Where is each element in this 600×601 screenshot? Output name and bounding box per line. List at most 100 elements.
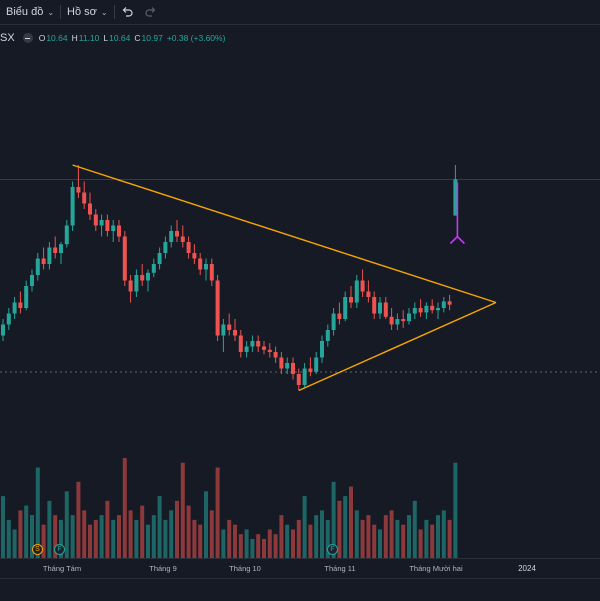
volume-bar [233,524,237,558]
minus-icon [25,37,31,39]
split-event-marker[interactable]: S [32,544,43,555]
redo-button[interactable] [139,0,163,24]
chart-menu-label: Biểu đồ [6,6,44,18]
volume-bar [354,510,359,558]
candle-body [244,346,249,352]
volume-bar [24,505,29,558]
candle-body [111,225,116,231]
candle-body [6,313,11,325]
volume-bar [308,524,313,558]
candle-body [209,264,214,281]
candle-body [215,280,220,336]
candle-body [383,302,388,317]
close-key: C [134,33,141,43]
bottom-bar [0,578,600,601]
chevron-down-icon: ⌄ [47,7,55,17]
volume-bar [209,510,214,558]
volume-bar [412,500,417,558]
symbol-name[interactable]: SX [0,32,15,44]
volume-bar [47,500,52,558]
volume-bar [337,500,342,558]
volume-bar [453,462,458,558]
candle-body [343,297,348,319]
axis-label-october: Tháng 10 [229,564,261,573]
volume-bar [447,519,452,558]
candle-body [122,236,127,281]
volume-bar [128,510,133,558]
candle-body [105,220,110,231]
volume-bar [331,481,336,558]
open-value: 10.64 [46,33,68,43]
financial-event-marker[interactable]: F [327,544,338,555]
collapse-legend-button[interactable] [22,33,33,43]
volume-bar [35,467,40,558]
volume-bar [256,534,261,558]
volume-bar [349,486,353,558]
candle-body [169,231,174,242]
volume-bar [343,496,348,558]
candle-body [314,357,319,372]
candle-body [395,319,400,325]
volume-bar [175,500,179,558]
axis-label-august: Tháng Tám [42,564,82,573]
volume-bar [163,519,168,558]
profile-menu-button[interactable]: Hồ sơ ⌄ [61,0,114,24]
top-toolbar: Biểu đồ ⌄ Hồ sơ ⌄ [0,0,600,25]
axis-label-september: Tháng 9 [149,564,177,573]
candle-body [146,272,150,281]
volume-bar [250,538,255,558]
volume-bar [192,519,197,558]
chart-menu-button[interactable]: Biểu đồ ⌄ [0,0,60,24]
volume-bar [221,529,226,558]
low-value: 10.64 [109,33,131,43]
volume-bar [372,524,377,558]
candle-body [41,258,46,264]
candle-body [378,302,382,314]
undo-button[interactable] [115,0,139,24]
candle-body [198,258,203,270]
volume-bar [204,491,208,558]
time-axis[interactable]: Tháng Tám Tháng 9 Tháng 10 Tháng 11 Thán… [0,558,600,579]
candle-body [204,264,208,270]
candle-body [279,357,284,369]
candle-body [1,324,5,336]
candle-body [134,275,139,292]
volume-bar [325,519,330,558]
volume-bar [273,534,278,558]
volume-bar [320,510,324,558]
candle-body [221,324,226,336]
candle-body [430,305,435,311]
volume-bar [244,529,249,558]
candle-body [117,225,121,237]
financial-event-marker[interactable]: F [54,544,65,555]
candle-body [389,316,394,325]
volume-bar [53,515,58,558]
candle-body [18,302,23,308]
volume-bar [18,510,23,558]
price-chart[interactable] [0,24,600,558]
volume-bar [291,529,295,558]
volume-bar [59,519,63,558]
candle-body [256,341,261,347]
candle-body [82,192,87,204]
candle-body [267,349,272,352]
volume-bar [215,467,220,558]
volume-bar [30,515,34,558]
candle-body [250,341,255,347]
high-key: H [71,33,78,43]
candle-body [401,319,406,322]
candle-body [441,301,446,308]
low-key: L [103,33,109,43]
candle-body [238,335,243,352]
candle-body [320,341,324,358]
candle-body [302,368,307,385]
volume-bar [378,529,382,558]
candle-body [337,313,342,319]
candle-body [372,297,377,314]
redo-icon [145,7,155,17]
candle-body [35,258,40,275]
volume-bar [146,524,150,558]
candle-body [424,305,429,313]
candle-body [175,231,179,237]
trendline-support [298,301,497,392]
